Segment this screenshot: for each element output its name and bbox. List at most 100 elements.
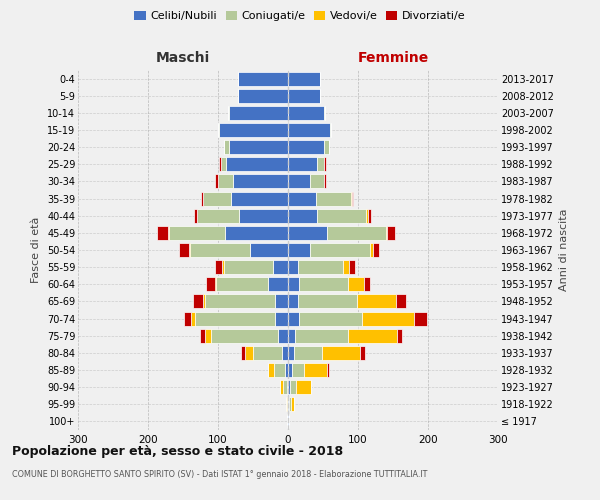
Bar	[397, 328, 402, 342]
Bar	[349, 260, 355, 274]
Bar	[229, 106, 288, 120]
Bar	[190, 243, 250, 257]
Bar	[361, 312, 414, 326]
Bar	[388, 226, 395, 240]
Text: Popolazione per età, sesso e stato civile - 2018: Popolazione per età, sesso e stato civil…	[12, 445, 343, 458]
Bar	[226, 158, 288, 172]
Bar	[288, 328, 295, 342]
Bar	[288, 88, 320, 102]
Bar	[200, 192, 203, 205]
Bar	[238, 72, 288, 86]
Bar	[203, 294, 205, 308]
Bar	[326, 226, 386, 240]
Bar	[326, 363, 329, 377]
Y-axis label: Fasce di età: Fasce di età	[31, 217, 41, 283]
Text: Maschi: Maschi	[156, 51, 210, 65]
Bar	[288, 398, 289, 411]
Bar	[288, 174, 310, 188]
Bar	[206, 278, 215, 291]
Bar	[288, 312, 299, 326]
Bar	[275, 312, 288, 326]
Bar	[288, 260, 298, 274]
Bar	[291, 398, 295, 411]
Bar	[280, 380, 283, 394]
Bar	[220, 123, 288, 137]
Bar	[358, 294, 396, 308]
Bar	[211, 328, 277, 342]
Bar	[222, 260, 224, 274]
Bar	[288, 192, 316, 205]
Bar	[289, 398, 291, 411]
Bar	[352, 192, 353, 205]
Bar	[218, 123, 220, 137]
Bar	[193, 294, 203, 308]
Bar	[157, 226, 168, 240]
Bar	[179, 243, 188, 257]
Bar	[360, 346, 365, 360]
Bar	[288, 72, 320, 86]
Bar	[215, 278, 216, 291]
Bar	[288, 106, 325, 120]
Bar	[216, 278, 268, 291]
Bar	[287, 414, 288, 428]
Bar	[288, 208, 317, 222]
Bar	[288, 363, 292, 377]
Bar	[218, 174, 233, 188]
Y-axis label: Anni di nascita: Anni di nascita	[559, 209, 569, 291]
Bar	[368, 208, 371, 222]
Bar	[225, 226, 288, 240]
Bar	[197, 208, 239, 222]
Bar	[239, 208, 288, 222]
Bar	[272, 260, 288, 274]
Bar	[268, 363, 274, 377]
Bar	[233, 174, 288, 188]
Bar	[317, 208, 367, 222]
Bar	[286, 398, 287, 411]
Bar	[268, 278, 288, 291]
Bar	[288, 158, 317, 172]
Bar	[298, 260, 343, 274]
Bar	[228, 106, 229, 120]
Bar	[322, 346, 360, 360]
Bar	[287, 380, 288, 394]
Bar	[224, 140, 229, 154]
Bar	[347, 328, 397, 342]
Bar	[298, 294, 358, 308]
Bar	[296, 380, 311, 394]
Bar	[241, 346, 245, 360]
Bar	[373, 243, 379, 257]
Bar	[205, 328, 211, 342]
Bar	[317, 158, 325, 172]
Bar	[310, 243, 370, 257]
Bar	[205, 294, 275, 308]
Bar	[250, 243, 288, 257]
Bar	[193, 208, 197, 222]
Bar	[288, 294, 298, 308]
Bar	[310, 174, 325, 188]
Bar	[229, 140, 288, 154]
Bar	[230, 192, 288, 205]
Bar	[330, 123, 331, 137]
Bar	[275, 294, 288, 308]
Bar	[288, 380, 290, 394]
Bar	[191, 312, 195, 326]
Bar	[288, 346, 293, 360]
Bar	[283, 380, 287, 394]
Bar	[348, 278, 364, 291]
Bar	[396, 294, 406, 308]
Bar	[364, 278, 370, 291]
Bar	[351, 192, 352, 205]
Bar	[288, 226, 326, 240]
Bar	[287, 398, 288, 411]
Bar	[277, 328, 288, 342]
Bar	[188, 243, 190, 257]
Bar	[288, 414, 289, 428]
Bar	[283, 346, 288, 360]
Bar	[203, 192, 230, 205]
Bar	[274, 363, 284, 377]
Bar	[220, 158, 221, 172]
Bar	[304, 363, 326, 377]
Bar	[224, 260, 272, 274]
Bar	[184, 312, 191, 326]
Bar	[215, 260, 222, 274]
